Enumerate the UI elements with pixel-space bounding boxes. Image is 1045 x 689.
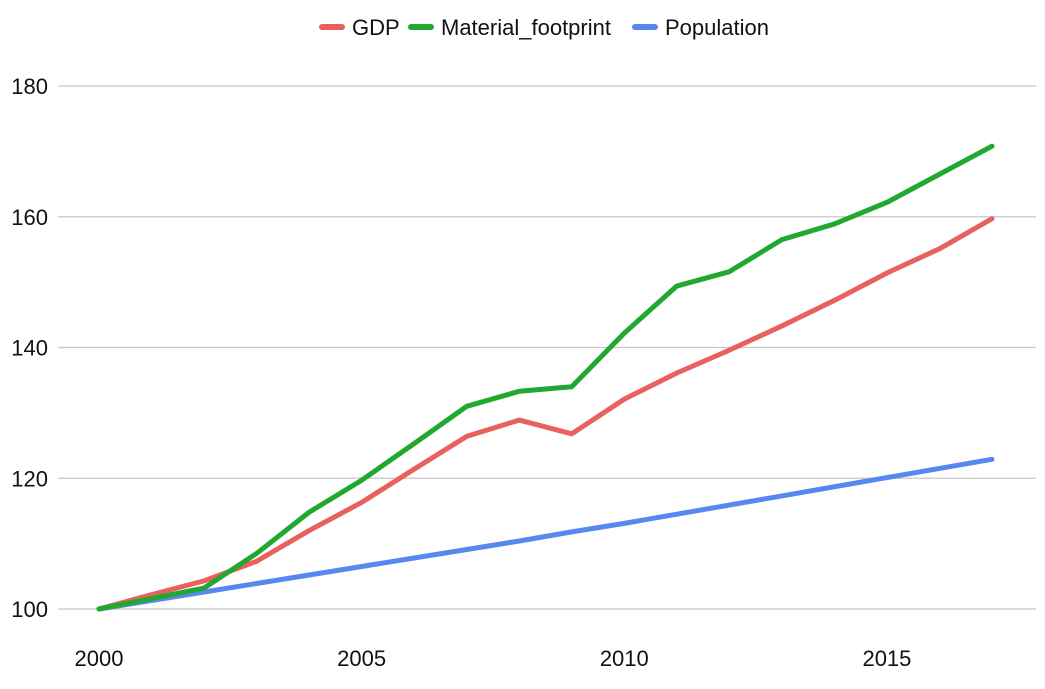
legend-label-material-footprint: Material_footprint: [441, 15, 611, 40]
y-tick-label: 160: [11, 205, 48, 230]
series-line-gdp: [96, 216, 995, 612]
series-line-material-footprint: [96, 143, 995, 612]
y-tick-label: 140: [11, 336, 48, 361]
y-tick-label: 120: [11, 466, 48, 491]
y-tick-label: 180: [11, 74, 48, 99]
x-tick-label: 2000: [75, 646, 124, 671]
series-line-population: [96, 456, 995, 612]
legend: GDP Material_footprint Population: [319, 15, 769, 40]
x-tick-label: 2015: [862, 646, 911, 671]
x-axis-ticks: 2000 2005 2010 2015: [75, 646, 912, 671]
gridlines: [58, 85, 1036, 610]
y-axis-ticks: 100 120 140 160 180: [11, 74, 48, 622]
series-lines: [96, 143, 995, 612]
legend-label-population: Population: [665, 15, 769, 40]
x-tick-label: 2010: [600, 646, 649, 671]
x-tick-label: 2005: [337, 646, 386, 671]
y-tick-label: 100: [11, 597, 48, 622]
legend-label-gdp: GDP: [352, 15, 400, 40]
